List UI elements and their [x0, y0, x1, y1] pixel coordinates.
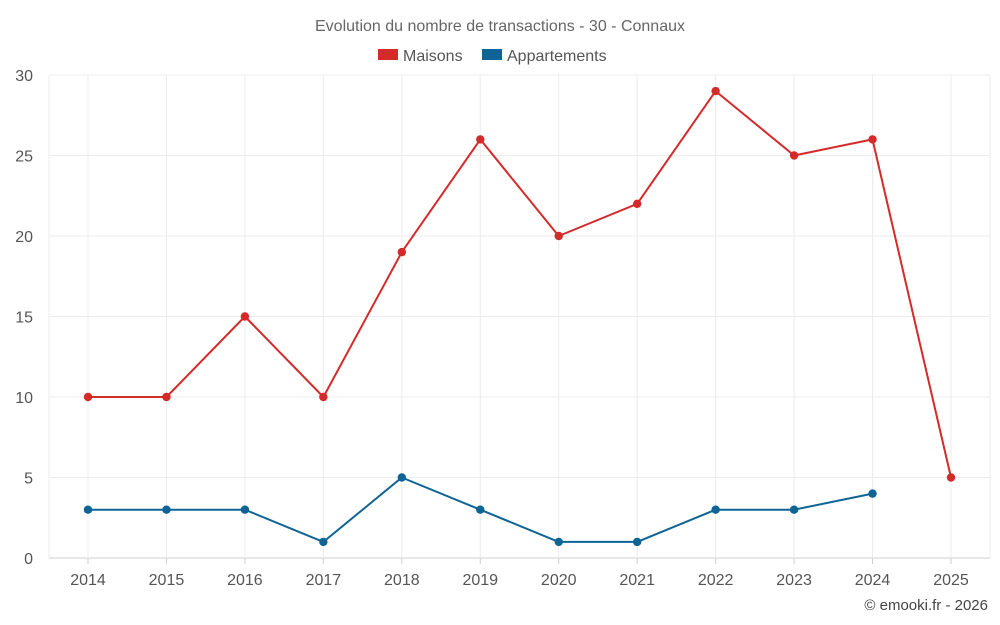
y-tick-label: 5: [24, 471, 33, 488]
credit-text: © emooki.fr - 2026: [864, 597, 988, 614]
x-tick-label: 2023: [776, 572, 812, 589]
legend-label-maisons: Maisons: [403, 48, 463, 65]
series-line-maisons: [88, 90, 952, 478]
data-point-maisons-2022[interactable]: [711, 86, 720, 96]
y-axis: 0 5 10 15 20 25 30: [15, 68, 33, 568]
data-point-appartements-2024[interactable]: [868, 489, 877, 498]
series-maisons: [83, 86, 956, 482]
data-point-appartements-2021[interactable]: [632, 537, 642, 547]
data-point-appartements-2019[interactable]: [476, 505, 485, 514]
data-point-maisons-2020[interactable]: [554, 231, 563, 241]
legend-swatch-maisons: [378, 49, 398, 60]
data-point-appartements-2018[interactable]: [397, 473, 407, 482]
legend-swatch-appartements: [482, 49, 502, 60]
series-appartements: [83, 473, 877, 547]
data-point-appartements-2020[interactable]: [554, 537, 563, 547]
legend-item-appartements[interactable]: Appartements: [482, 48, 607, 65]
data-point-maisons-2019[interactable]: [476, 135, 485, 144]
y-tick-label: 20: [15, 229, 33, 246]
grid: [48, 74, 991, 559]
chart-title: Evolution du nombre de transactions - 30…: [315, 18, 685, 35]
data-point-maisons-2014[interactable]: [83, 392, 93, 402]
y-tick-label: 10: [15, 390, 33, 407]
x-tick-label: 2024: [855, 572, 891, 589]
legend: Maisons Appartements: [378, 48, 607, 65]
data-point-maisons-2023[interactable]: [789, 151, 799, 160]
data-point-maisons-2018[interactable]: [397, 247, 407, 257]
x-tick-label: 2025: [933, 572, 969, 589]
legend-item-maisons[interactable]: Maisons: [378, 48, 463, 65]
x-tick-label: 2014: [70, 572, 106, 589]
data-point-maisons-2017[interactable]: [319, 392, 328, 402]
legend-label-appartements: Appartements: [507, 48, 607, 65]
y-tick-label: 15: [15, 310, 33, 327]
x-tick-label: 2015: [149, 572, 185, 589]
data-point-appartements-2014[interactable]: [83, 505, 93, 514]
data-point-maisons-2016[interactable]: [240, 312, 250, 321]
y-tick-label: 30: [15, 68, 33, 85]
y-tick-label: 0: [24, 551, 33, 568]
x-tick-label: 2019: [462, 572, 498, 589]
data-point-appartements-2023[interactable]: [789, 505, 799, 514]
x-tick-label: 2021: [619, 572, 655, 589]
data-point-maisons-2024[interactable]: [868, 135, 877, 144]
x-tick-label: 2018: [384, 572, 420, 589]
series-layer: [83, 86, 956, 547]
data-point-appartements-2015[interactable]: [162, 505, 171, 514]
y-tick-label: 25: [15, 149, 33, 166]
x-axis: 2014 2015 2016 2017 2018 2019 2020 2021 2022 2023…: [70, 558, 969, 589]
x-tick-label: 2020: [541, 572, 577, 589]
x-tick-label: 2016: [227, 572, 263, 589]
data-point-maisons-2015[interactable]: [162, 392, 171, 402]
x-tick-label: 2017: [306, 572, 342, 589]
data-point-appartements-2016[interactable]: [240, 505, 250, 514]
data-point-appartements-2017[interactable]: [319, 537, 328, 547]
data-point-maisons-2021[interactable]: [632, 199, 642, 208]
data-point-appartements-2022[interactable]: [711, 505, 720, 514]
x-tick-label: 2022: [698, 572, 734, 589]
data-point-maisons-2025[interactable]: [946, 473, 956, 482]
